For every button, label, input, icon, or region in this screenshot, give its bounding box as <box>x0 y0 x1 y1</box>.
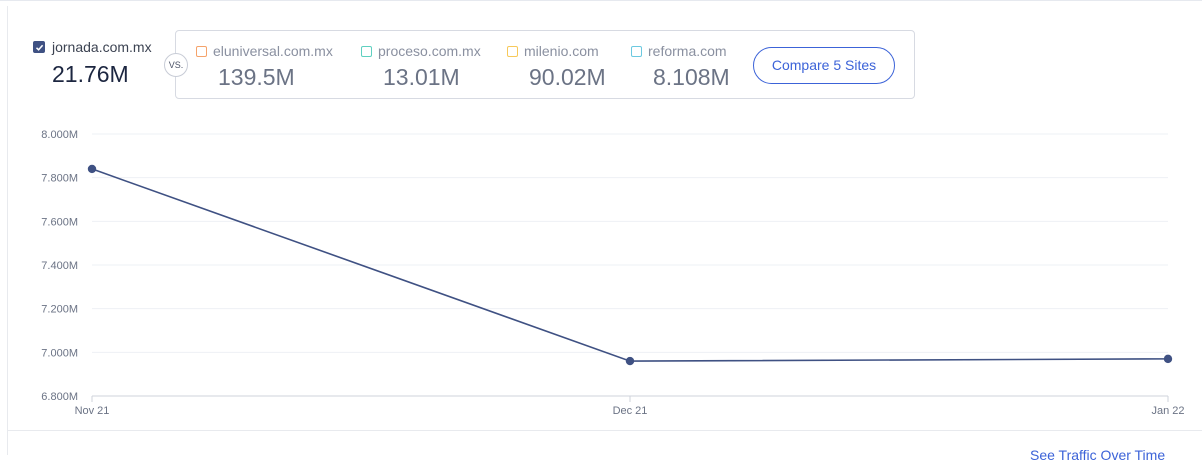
y-tick-label: 7.600M <box>41 216 78 228</box>
competitor-panel: eluniversal.com.mx 139.5M proceso.com.mx… <box>175 30 915 99</box>
x-tick-label: Jan 22 <box>1151 405 1184 417</box>
left-divider <box>7 6 8 455</box>
y-tick-label: 7.400M <box>41 260 78 272</box>
competitor-checkbox[interactable] <box>631 46 642 57</box>
competitor-value: 139.5M <box>218 64 295 90</box>
competitor-checkbox[interactable] <box>196 46 207 57</box>
y-tick-label: 7.800M <box>41 173 78 185</box>
data-point[interactable] <box>87 164 97 174</box>
traffic-line-chart: 6.800M 7.000M 7.200M 7.400M 7.600M 7.800M 8.00… <box>41 129 1184 417</box>
y-tick-label: 7.000M <box>41 347 78 359</box>
x-tick-label: Dec 21 <box>613 405 648 417</box>
competitor-value: 13.01M <box>383 64 460 90</box>
competitor-checkbox[interactable] <box>507 46 518 57</box>
chart-series <box>87 164 1173 366</box>
chart-grid <box>92 133 1168 397</box>
competitor-name: eluniversal.com.mx <box>213 43 333 59</box>
competitor-value: 90.02M <box>529 64 606 90</box>
chart-axes: 6.800M 7.000M 7.200M 7.400M 7.600M 7.800M 8.00… <box>41 129 1184 417</box>
vs-badge: VS. <box>164 53 188 77</box>
compare-sites-button[interactable]: Compare 5 Sites <box>753 47 895 84</box>
y-tick-label: 8.000M <box>41 129 78 141</box>
data-point[interactable] <box>625 356 635 366</box>
bottom-divider <box>7 430 1202 431</box>
main-site-checkbox[interactable] <box>33 41 45 53</box>
y-tick-label: 6.800M <box>41 391 78 403</box>
top-divider <box>0 0 1202 7</box>
checkmark-icon <box>35 44 44 51</box>
competitor-name: reforma.com <box>648 43 727 59</box>
competitor-name: milenio.com <box>524 43 599 59</box>
y-tick-label: 7.200M <box>41 304 78 316</box>
main-site-name[interactable]: jornada.com.mx <box>52 39 152 55</box>
competitor-value: 8.108M <box>653 64 730 90</box>
x-tick-label: Nov 21 <box>75 405 110 417</box>
main-site-value: 21.76M <box>52 61 129 87</box>
data-point[interactable] <box>1163 354 1173 364</box>
competitor-checkbox[interactable] <box>361 46 372 57</box>
competitor-name: proceso.com.mx <box>378 43 481 59</box>
traffic-over-time-link[interactable]: See Traffic Over Time <box>1030 447 1166 463</box>
